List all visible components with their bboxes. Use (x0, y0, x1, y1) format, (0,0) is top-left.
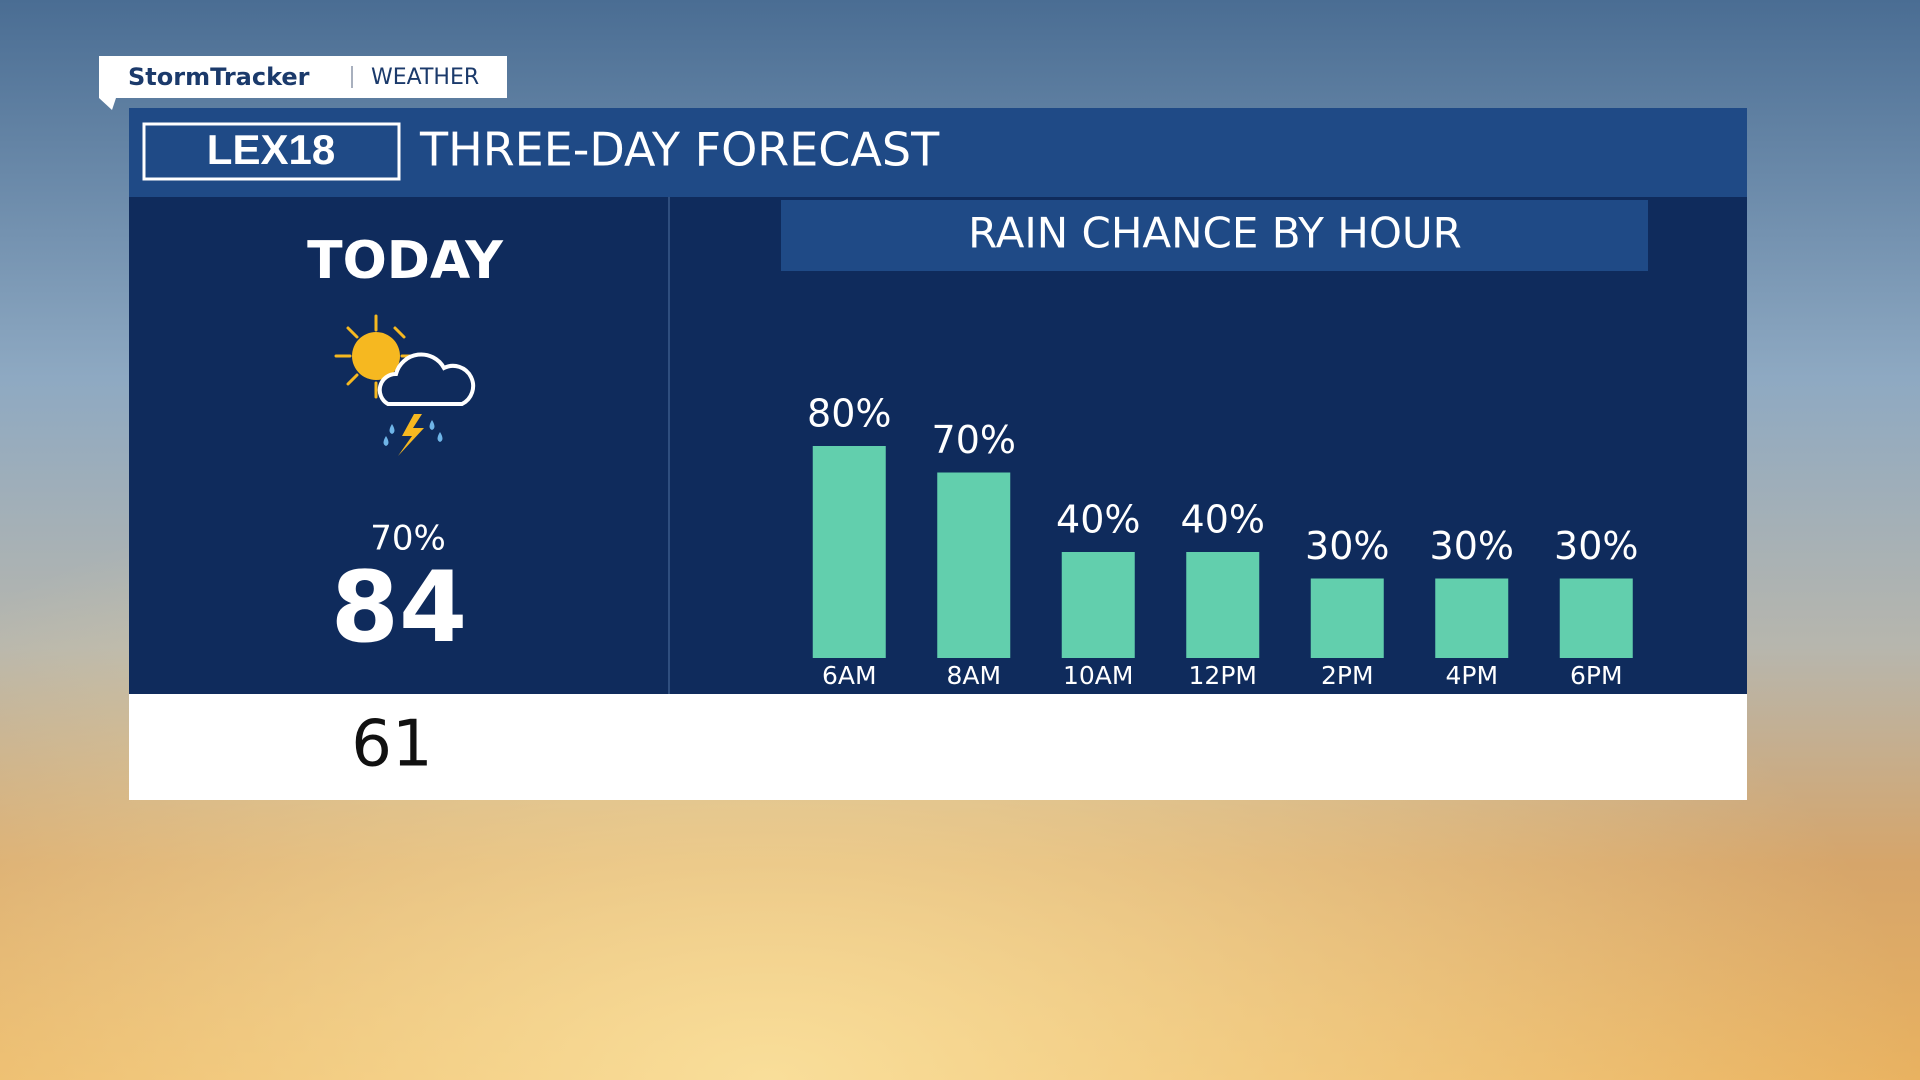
value-label: 30% (1430, 524, 1514, 568)
value-label: 80% (807, 392, 891, 436)
x-tick-label: 6PM (1570, 661, 1623, 690)
bar (1435, 578, 1509, 658)
today-rain-chance: 70% (370, 519, 446, 559)
weather-icon (334, 314, 476, 456)
station-name: LEX18 (207, 126, 335, 173)
header-title: THREE-DAY FORECAST (419, 123, 940, 177)
value-label: 40% (1056, 498, 1140, 542)
bar (1061, 552, 1135, 658)
value-label: 40% (1181, 498, 1265, 542)
bar-chart: 80% 6AM 70% 8AM 40% 10AM 40% 12PM 30% 2PM 30% 4PM 30… (807, 392, 1638, 691)
chart-title: RAIN CHANCE BY HOUR (968, 209, 1462, 258)
x-tick-label: 12PM (1189, 661, 1257, 690)
bar (812, 446, 886, 658)
value-label: 30% (1554, 524, 1638, 568)
brand-name: StormTracker (128, 63, 310, 91)
x-tick-label: 6AM (822, 661, 877, 690)
value-label: 70% (932, 418, 1016, 462)
x-tick-label: 10AM (1063, 661, 1133, 690)
x-tick-label: 2PM (1321, 661, 1374, 690)
bar (1186, 552, 1260, 658)
x-tick-label: 8AM (946, 661, 1001, 690)
brand-section: WEATHER (371, 65, 479, 90)
today-high: 84 (331, 551, 467, 665)
station-logo (142, 122, 401, 181)
bar (1559, 578, 1633, 658)
today-low: 61 (351, 708, 432, 782)
bar (1310, 578, 1384, 658)
x-tick-label: 4PM (1445, 661, 1498, 690)
day-label: TODAY (307, 231, 504, 291)
chart-header (781, 200, 1648, 271)
value-label: 30% (1305, 524, 1389, 568)
brand-tab (99, 56, 507, 110)
bar (937, 472, 1011, 658)
low-strip (129, 694, 1747, 800)
